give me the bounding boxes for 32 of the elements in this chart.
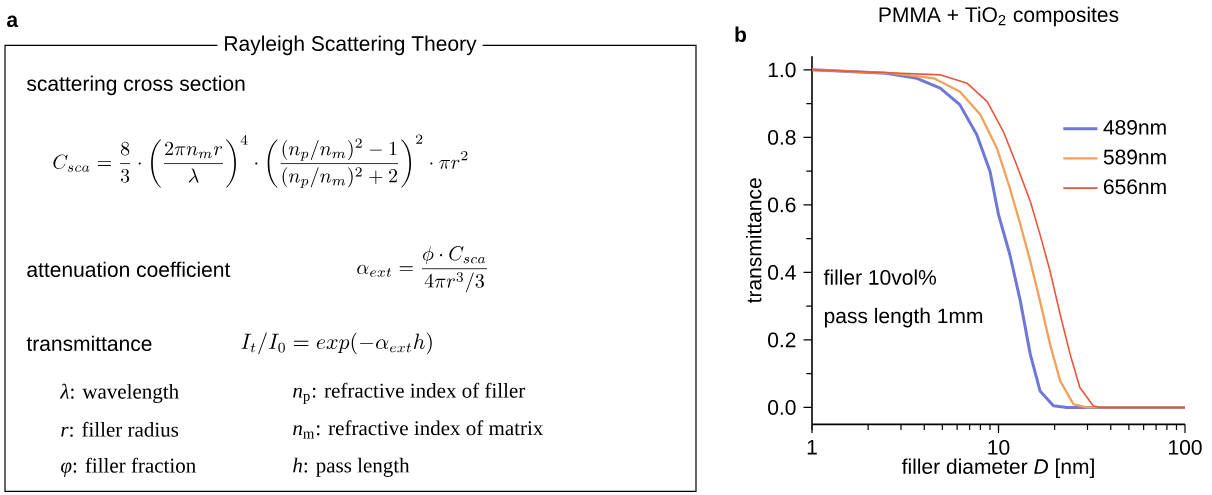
text: r: filler radius: [61, 421, 179, 437]
text: h: pass length: [293, 457, 410, 477]
text: a: [7, 15, 19, 27]
y-tick-label: 0.6: [768, 197, 796, 213]
text: $I_t/I_0=exp(-\alpha_{ext}h)$: [241, 332, 432, 355]
text: n$_{p}$: refractive index of filler: [293, 382, 526, 404]
text: $C_{sca}=\frac{8}{3}\cdot\left(\frac{2\pi n_m r}{\lambda}\right)^4\cdot\left(\frac{(n_p/n_m)^2-1}{(n_p/n_m)^2+2}\right)^2\cdot\pi r^2$: [53, 134, 468, 188]
legend-label: 489nm: [1103, 119, 1166, 135]
text: φ: filler fraction: [61, 457, 196, 477]
text: attenuation coefficient: [27, 261, 231, 277]
y-tick-label: 0.2: [768, 332, 796, 348]
y-tick-label: 0.4: [768, 264, 796, 280]
text: $\alpha_{ext}=\frac{\phi\cdot C_{sca}}{4\pi r^3/3}$: [357, 245, 487, 293]
annotation: filler 10vol%: [823, 269, 936, 285]
annotation: pass length 1mm: [824, 307, 983, 328]
x-tick-label: 1: [807, 439, 817, 455]
x-axis-title: filler diameter D [nm]: [901, 458, 1094, 478]
chart-title: PMMA + TiO$_{2}$ composites: [879, 6, 1119, 27]
legend-label: 589nm: [1103, 149, 1166, 165]
y-axis-title: transmittance: [746, 178, 762, 303]
text: Rayleigh Scattering Theory: [225, 35, 477, 55]
x-tick-label: 10: [988, 439, 1010, 455]
legend-label: 656nm: [1104, 179, 1166, 194]
y-tick-label: 1.0: [768, 62, 796, 78]
y-tick-label: 0.0: [768, 399, 796, 415]
text: n$_{m}$: refractive index of matrix: [293, 420, 544, 439]
text: b: [735, 26, 747, 42]
x-tick-label: 100: [1169, 439, 1202, 455]
text: scattering cross section: [27, 75, 245, 95]
text: transmittance: [26, 335, 152, 351]
y-tick-label: 0.8: [768, 129, 796, 145]
text: λ: wavelength: [59, 383, 179, 403]
